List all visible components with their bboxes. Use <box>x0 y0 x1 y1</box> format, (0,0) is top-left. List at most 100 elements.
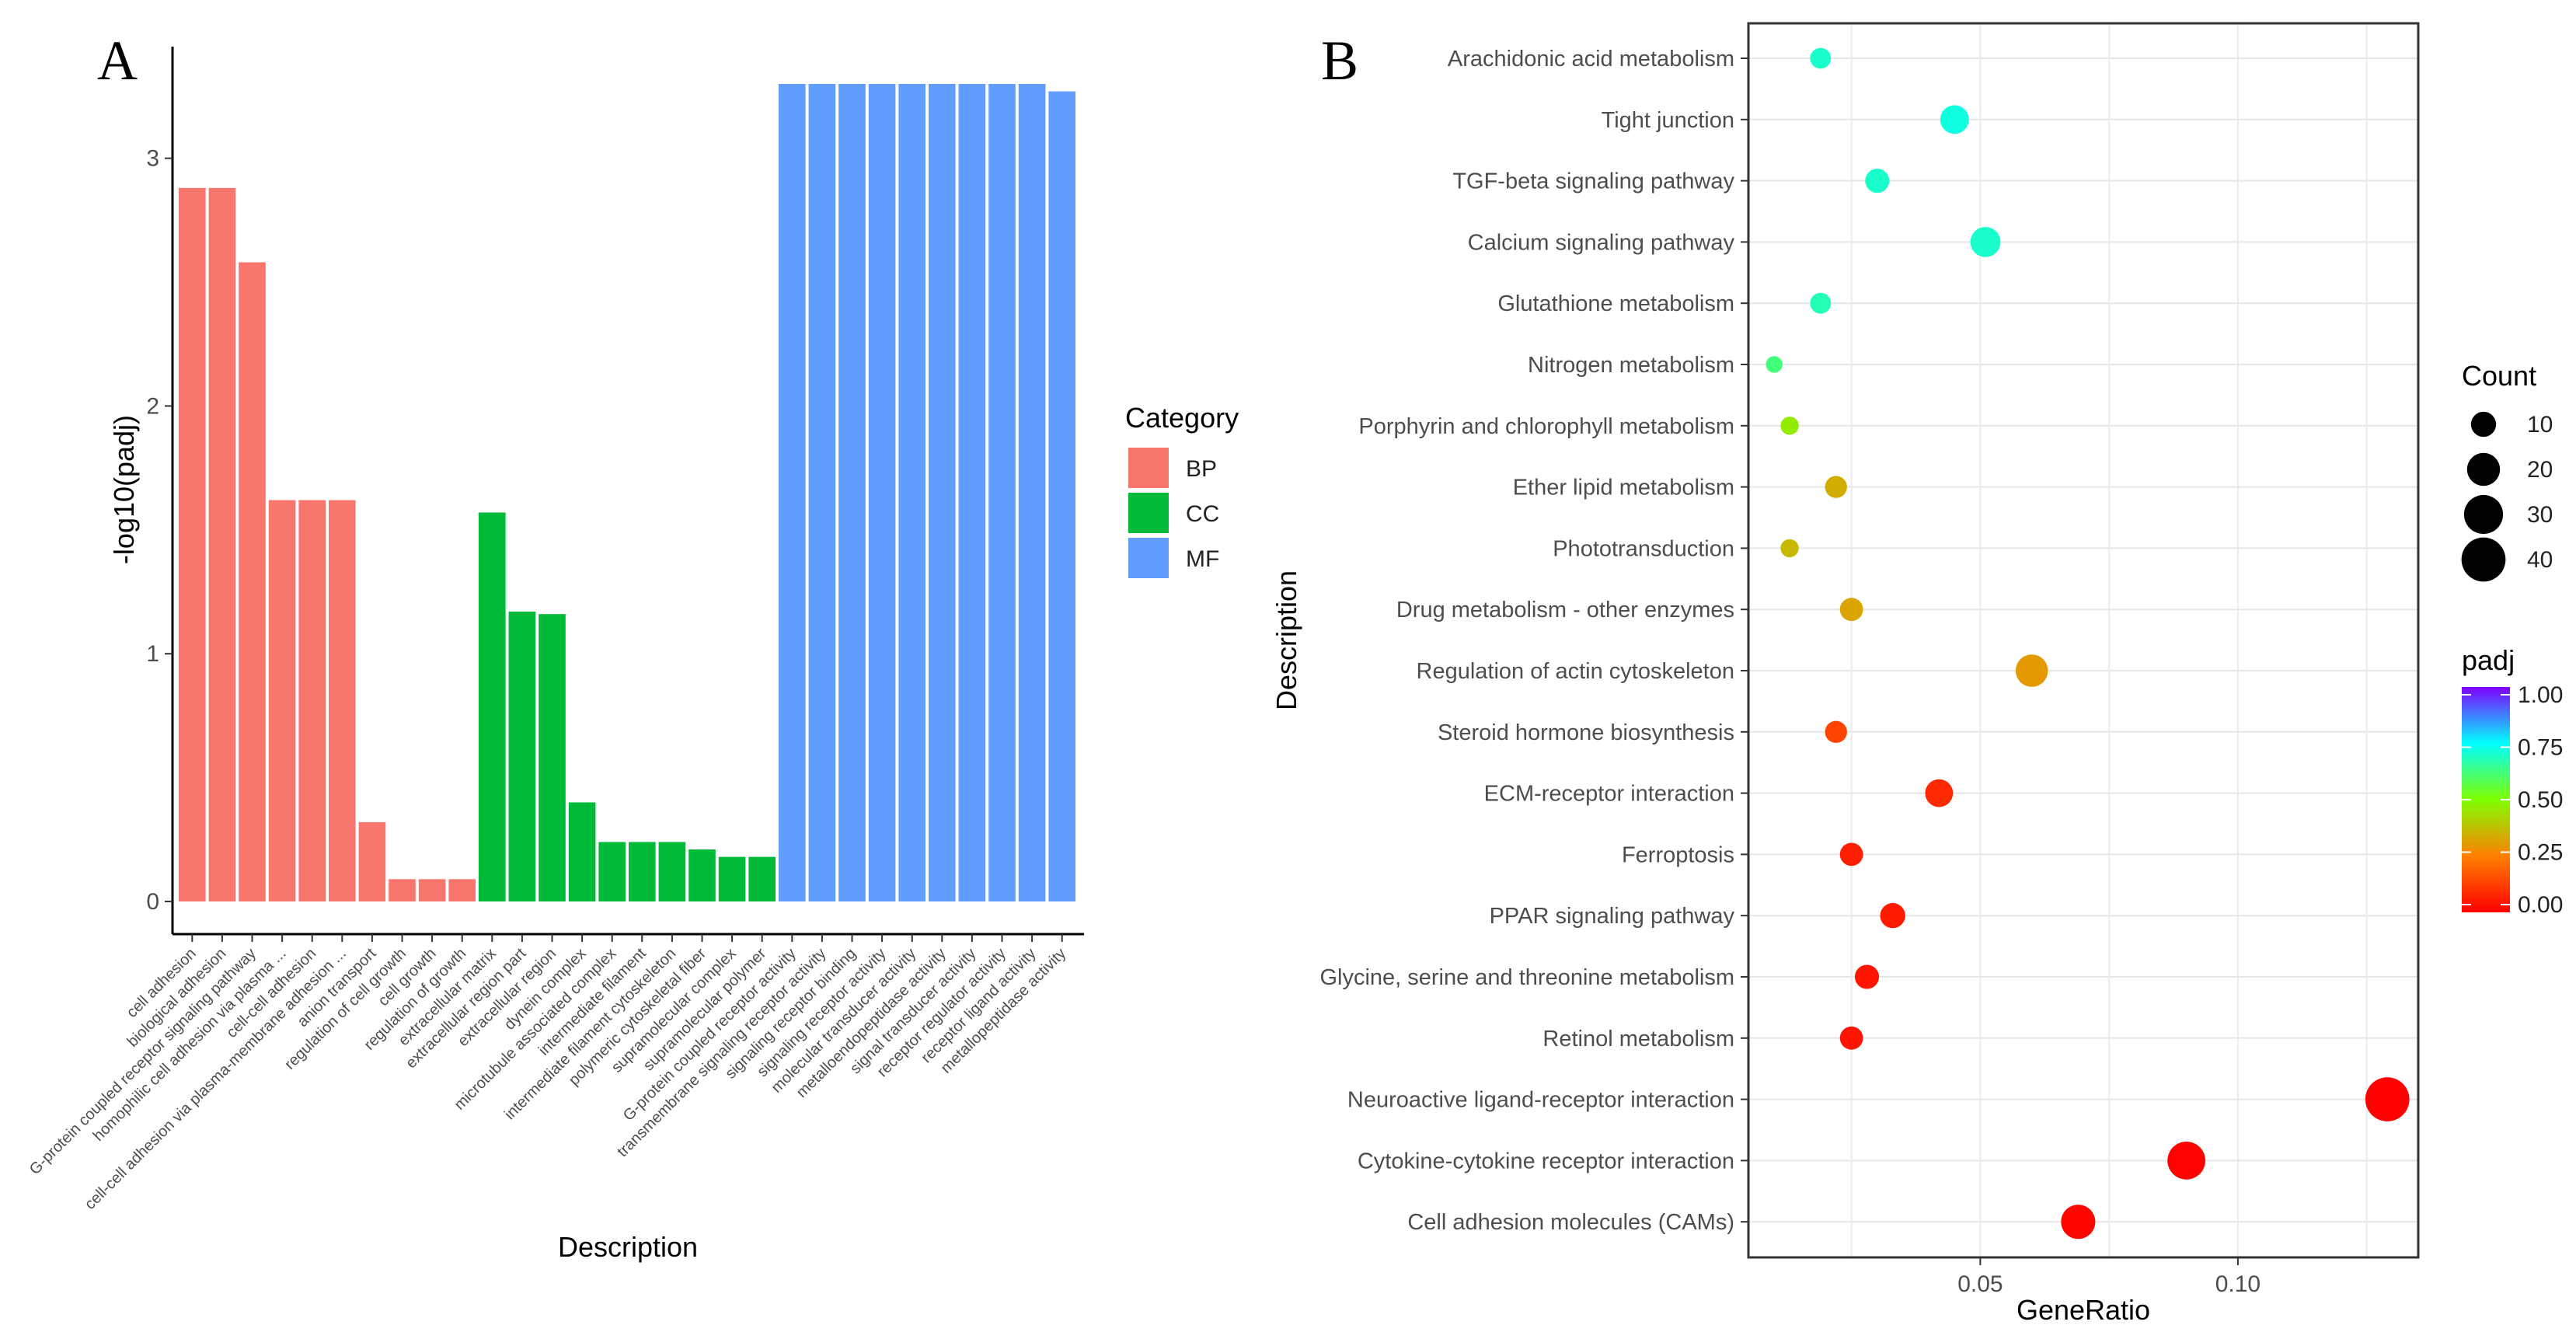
point <box>1865 169 1890 194</box>
y-tick-label: 3 <box>146 146 159 172</box>
point <box>1839 842 1863 867</box>
colorbar-label: 1.00 <box>2518 682 2563 708</box>
size-legend-dot <box>2470 411 2497 438</box>
bar <box>1018 84 1046 901</box>
point <box>1880 903 1905 929</box>
bar <box>658 842 686 901</box>
colorbar-label: 0.00 <box>2518 892 2563 918</box>
y-tick-label: Neuroactive ligand-receptor interaction <box>1347 1088 1734 1113</box>
y-tick-label: 1 <box>146 641 159 667</box>
padj-color-legend: padj 1.00 0.75 0.50 0.25 0.00 <box>2462 644 2563 918</box>
y-tick-label: Calcium signaling pathway <box>1468 230 1735 255</box>
y-tick-label: Tight junction <box>1602 108 1734 133</box>
category-legend-title: Category <box>1125 402 1239 434</box>
panel-b-y-axis-title: Description <box>1271 570 1302 710</box>
y-tick-label: Drug metabolism - other enzymes <box>1396 598 1734 622</box>
legend-swatch <box>1128 448 1169 488</box>
point <box>1825 720 1847 743</box>
panel-b-x-axis-title: GeneRatio <box>2017 1294 2150 1326</box>
point <box>1970 227 2001 257</box>
legend-swatch <box>1128 538 1169 578</box>
point <box>1839 1026 1863 1050</box>
y-tick-label: Arachidonic acid metabolism <box>1448 47 1734 71</box>
bar <box>779 84 806 901</box>
point <box>2061 1205 2096 1240</box>
y-tick-label: Nitrogen metabolism <box>1528 353 1734 378</box>
y-tick-label: Glycine, serine and threonine metabolism <box>1319 965 1734 990</box>
y-tick-label: Cytokine-cytokine receptor interaction <box>1358 1149 1734 1173</box>
bar <box>539 614 566 901</box>
y-tick-label: Retinol metabolism <box>1542 1027 1734 1051</box>
x-tick-label: 0.05 <box>1957 1271 2003 1297</box>
bar <box>958 84 986 901</box>
x-tick-label: 0.10 <box>2215 1271 2261 1297</box>
bar <box>929 84 956 901</box>
panel-a-axes <box>171 47 1084 936</box>
point <box>1766 356 1783 373</box>
panel-b-y-ticks: Arachidonic acid metabolism Tight junctio… <box>1319 47 1748 1235</box>
bar <box>629 842 656 901</box>
point <box>2015 654 2048 687</box>
panel-a-y-ticks: 0 1 2 3 <box>146 146 173 915</box>
y-tick-label: Ether lipid metabolism <box>1513 476 1734 500</box>
bar <box>329 500 356 901</box>
point <box>1925 779 1954 807</box>
panel-b-dot-plot: B Arachidonic acid metabolism Tight junct… <box>1271 22 2563 1326</box>
bar <box>808 84 836 901</box>
point <box>1825 476 1847 498</box>
panel-a-x-axis-title: Description <box>558 1231 698 1263</box>
size-legend-dot <box>2466 452 2501 486</box>
size-legend-label: 20 <box>2527 457 2553 483</box>
size-legend-dot <box>2461 537 2506 582</box>
point <box>1810 47 1832 69</box>
bar <box>568 802 596 901</box>
legend-label: CC <box>1186 501 1219 527</box>
bar <box>208 187 236 901</box>
bar <box>748 856 776 901</box>
bar <box>268 500 296 901</box>
size-legend-label: 40 <box>2527 547 2553 573</box>
point <box>1780 417 1799 435</box>
bar <box>988 84 1016 901</box>
point <box>1854 964 1880 989</box>
count-size-legend: Count 10 20 30 40 <box>2461 360 2553 582</box>
bar <box>358 821 386 901</box>
y-tick-label: Regulation of actin cytoskeleton <box>1417 659 1734 684</box>
size-legend-dot <box>2463 494 2504 535</box>
point <box>2167 1142 2205 1180</box>
bar <box>598 842 626 901</box>
panel-b-plot-border <box>1747 22 2420 1259</box>
colorbar-label: 0.75 <box>2518 735 2563 761</box>
y-tick-label: Ferroptosis <box>1622 842 1734 867</box>
bar <box>718 856 746 901</box>
point <box>1780 539 1799 558</box>
y-tick-label: 0 <box>146 889 159 915</box>
size-legend-label: 10 <box>2527 412 2553 438</box>
bar <box>239 262 266 901</box>
y-tick-label: Cell adhesion molecules (CAMs) <box>1407 1210 1734 1235</box>
bar <box>838 84 866 901</box>
y-tick-label: ECM-receptor interaction <box>1484 782 1734 807</box>
point <box>1810 292 1832 314</box>
colorbar-label: 0.25 <box>2518 840 2563 866</box>
y-tick-label: Glutathione metabolism <box>1497 291 1734 316</box>
colorbar-label: 0.50 <box>2518 787 2563 813</box>
count-legend-title: Count <box>2462 360 2536 392</box>
y-tick-label: Phototransduction <box>1553 536 1734 561</box>
y-tick-label: PPAR signaling pathway <box>1490 904 1735 929</box>
panel-a-bars <box>179 84 1075 902</box>
bar <box>179 187 206 901</box>
bar <box>898 84 925 901</box>
point <box>1839 598 1863 622</box>
panel-a-category-legend: Category BP CC MF <box>1125 402 1239 578</box>
y-tick-label: Porphyrin and chlorophyll metabolism <box>1358 414 1734 439</box>
bar <box>448 879 476 901</box>
panel-b-x-ticks: 0.05 0.10 <box>1957 1257 2261 1297</box>
y-tick-label: TGF-beta signaling pathway <box>1452 169 1734 194</box>
panel-b-letter: B <box>1321 30 1358 92</box>
panel-b-plot-background <box>1748 23 2418 1257</box>
y-tick-label: 2 <box>146 393 159 419</box>
